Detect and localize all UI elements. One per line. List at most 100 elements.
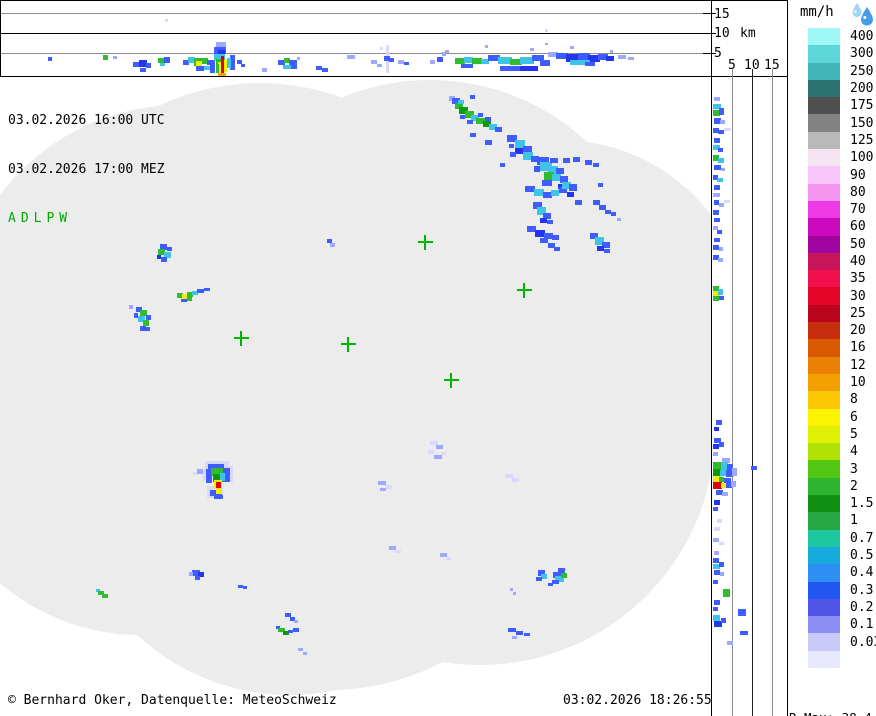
echo-right-profile	[713, 145, 720, 150]
echo-right-profile	[713, 286, 719, 291]
echo-right-profile	[714, 118, 721, 124]
echo-right-profile	[713, 155, 719, 161]
right-border-line	[787, 0, 788, 716]
legend-swatch	[808, 356, 840, 374]
echo-top-profile	[628, 57, 634, 60]
axis-unit-km: km	[740, 26, 756, 41]
echo-right-profile	[714, 621, 722, 627]
legend-row: 0.1	[808, 616, 876, 634]
echo-top-profile	[207, 60, 213, 65]
echo-top-profile	[221, 56, 224, 73]
legend-swatch	[808, 443, 840, 461]
echo-right-profile	[714, 527, 720, 531]
legend-value: 1.5	[850, 496, 874, 512]
echo-top-profile	[384, 56, 390, 61]
legend-swatch	[808, 183, 840, 201]
echo-right-profile	[713, 615, 720, 621]
echo-top-profile	[241, 64, 245, 67]
legend-row: 25	[808, 304, 876, 323]
echo-top-profile	[472, 58, 482, 64]
echo-right-profile	[719, 203, 724, 207]
echo-right-profile	[713, 210, 719, 215]
echo-top-profile	[113, 56, 117, 59]
legend-swatch	[808, 512, 840, 530]
echo-top-profile	[210, 60, 215, 73]
legend-swatch	[808, 97, 840, 115]
echo-right-profile	[713, 226, 718, 230]
echo-top-profile	[566, 54, 580, 62]
legend-row: 0.7	[808, 529, 876, 547]
legend-row: 35	[808, 270, 876, 288]
legend-value: 0.1	[850, 617, 874, 633]
echo-top-profile	[218, 62, 221, 73]
echo-right-profile	[713, 538, 719, 542]
panel-divider-line	[711, 0, 712, 716]
echo-top-profile	[520, 57, 534, 64]
legend-swatch	[808, 45, 840, 63]
height-line-10km	[0, 33, 706, 34]
legend-row: 50	[808, 235, 876, 253]
echo-right-profile	[713, 245, 719, 250]
legend-row: 20	[808, 322, 876, 340]
copyright-text: © Bernhard Oker, Datenquelle: MeteoSchwe…	[8, 693, 337, 708]
echo-right-profile	[717, 519, 722, 523]
legend-value: 0.7	[850, 530, 874, 546]
echo-top-profile	[585, 62, 595, 66]
echo-right-profile	[713, 291, 720, 296]
legend-value: 10	[850, 375, 866, 391]
header-block: 03.02.2026 16:00 UTC 03.02.2026 17:00 ME…	[8, 81, 165, 260]
echo-top-profile	[455, 58, 465, 64]
echo-right-profile	[717, 230, 722, 234]
echo-right-profile	[714, 185, 720, 190]
r-max-value: R Max: 38.4	[789, 710, 872, 716]
echo-top-profile	[437, 57, 443, 62]
echo-top-profile	[488, 55, 500, 61]
echo-right-profile	[713, 580, 718, 584]
echo-right-profile	[714, 438, 721, 443]
echo-top-profile	[227, 58, 231, 68]
legend-row: 250	[808, 62, 876, 80]
water-drops-icon	[850, 2, 876, 32]
legend-value: 4	[850, 444, 858, 460]
legend-row: 125	[808, 131, 876, 150]
echo-right-profile	[713, 476, 720, 482]
legend-swatch	[808, 564, 840, 582]
legend-value: 8	[850, 392, 858, 408]
echo-right-profile	[713, 469, 721, 476]
echo-right-profile	[714, 238, 720, 242]
echo-top-profile	[284, 58, 290, 63]
echo-right-profile	[714, 218, 720, 222]
echo-right-profile	[722, 458, 730, 463]
legend-swatch	[808, 581, 840, 599]
legend-swatch	[808, 322, 840, 340]
echo-right-profile	[718, 130, 724, 134]
echo-top-profile	[530, 48, 534, 51]
echo-top-profile	[291, 65, 297, 69]
echo-top-profile	[216, 42, 226, 48]
axis-label-15: 15	[714, 7, 730, 22]
echo-top-profile	[183, 60, 189, 65]
timestamp-utc: 03.02.2026 16:00 UTC	[8, 113, 165, 128]
echo-top-profile	[380, 47, 383, 50]
echo-right-profile	[719, 562, 724, 567]
legend-value: 2	[850, 478, 858, 494]
echo-top-profile	[139, 60, 147, 67]
legend-value: 175	[850, 98, 874, 114]
echo-right-profile	[717, 178, 723, 182]
legend-swatch	[808, 28, 840, 46]
echo-right-profile	[713, 564, 720, 569]
legend-value: 150	[850, 115, 874, 131]
legend-value: 30	[850, 288, 866, 304]
echo-right-profile	[713, 482, 722, 489]
echo-right-profile	[719, 542, 724, 545]
echo-right-profile	[713, 444, 719, 449]
echo-top-profile	[48, 57, 52, 61]
echo-right-profile	[721, 618, 726, 623]
legend-row: 3	[808, 460, 876, 478]
ground-line	[0, 76, 788, 77]
echo-top-profile	[165, 19, 168, 22]
echo-right-profile	[714, 570, 720, 575]
legend-value: 250	[850, 63, 874, 79]
legend-value: 90	[850, 167, 866, 183]
echo-right-profile	[714, 551, 719, 555]
